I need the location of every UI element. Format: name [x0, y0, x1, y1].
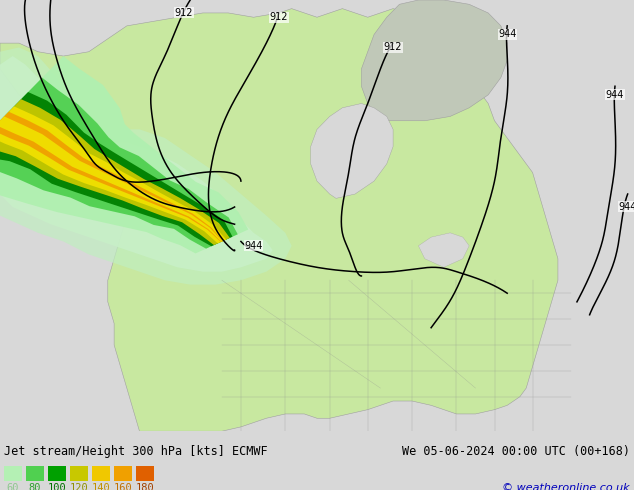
Polygon shape	[0, 56, 249, 253]
Text: 100: 100	[48, 483, 67, 490]
Polygon shape	[311, 103, 393, 198]
Text: 80: 80	[29, 483, 41, 490]
Polygon shape	[0, 9, 558, 431]
Polygon shape	[418, 233, 469, 268]
Polygon shape	[0, 117, 223, 242]
Text: 912: 912	[384, 43, 403, 52]
Polygon shape	[0, 56, 273, 271]
Text: 944: 944	[498, 29, 516, 40]
Polygon shape	[0, 78, 238, 248]
Bar	[4, 466, 22, 481]
Text: 140: 140	[92, 483, 110, 490]
Polygon shape	[0, 112, 223, 242]
Text: We 05-06-2024 00:00 UTC (00+168): We 05-06-2024 00:00 UTC (00+168)	[402, 445, 630, 458]
Bar	[48, 466, 66, 481]
Text: 912: 912	[174, 8, 193, 18]
Polygon shape	[0, 48, 292, 285]
Text: Jet stream/Height 300 hPa [kts] ECMWF: Jet stream/Height 300 hPa [kts] ECMWF	[4, 445, 268, 458]
Text: 180: 180	[136, 483, 154, 490]
Text: 912: 912	[269, 12, 288, 22]
Text: 944: 944	[619, 202, 634, 212]
Polygon shape	[0, 106, 226, 244]
Polygon shape	[0, 92, 233, 246]
Bar	[92, 466, 110, 481]
Bar	[70, 466, 88, 481]
Text: 120: 120	[70, 483, 88, 490]
Bar	[136, 466, 154, 481]
Bar	[26, 466, 44, 481]
Text: 60: 60	[7, 483, 19, 490]
Polygon shape	[361, 0, 507, 121]
Text: 944: 944	[606, 90, 624, 100]
Bar	[114, 466, 132, 481]
Text: © weatheronline.co.uk: © weatheronline.co.uk	[502, 483, 630, 490]
Polygon shape	[0, 99, 230, 245]
Text: 944: 944	[245, 241, 262, 251]
Text: 160: 160	[113, 483, 133, 490]
